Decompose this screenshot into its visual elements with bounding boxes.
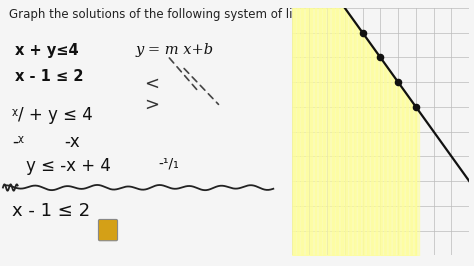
Point xyxy=(412,105,420,109)
Text: x + y≤4: x + y≤4 xyxy=(15,43,78,57)
Text: -¹/₁: -¹/₁ xyxy=(159,157,180,171)
Text: Graph the solutions of the following system of linear inequalities.: Graph the solutions of the following sys… xyxy=(9,8,395,21)
Text: x - 1 ≤ 2: x - 1 ≤ 2 xyxy=(12,202,90,220)
Text: y = m x+b: y = m x+b xyxy=(135,43,213,57)
Text: x - 1 ≤ 2: x - 1 ≤ 2 xyxy=(15,69,83,84)
Point xyxy=(394,80,402,84)
Text: >: > xyxy=(144,96,159,114)
Text: <: < xyxy=(144,74,159,93)
Text: y ≤ -x + 4: y ≤ -x + 4 xyxy=(27,157,111,175)
FancyBboxPatch shape xyxy=(99,219,118,241)
Point xyxy=(359,31,366,35)
Text: ᵡ/ + y ≤ 4: ᵡ/ + y ≤ 4 xyxy=(12,106,92,124)
Point xyxy=(376,55,384,60)
Text: -x: -x xyxy=(64,133,81,151)
Text: -ᵡ: -ᵡ xyxy=(12,133,24,151)
